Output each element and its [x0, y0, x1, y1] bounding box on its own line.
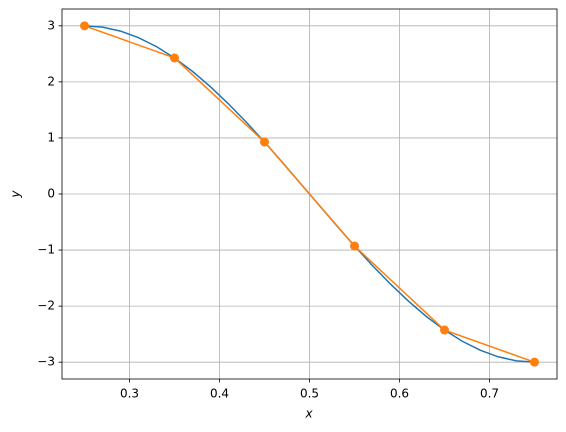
y-axis-label: y [9, 190, 23, 199]
marker [440, 325, 449, 335]
y-tick-label: 2 [47, 74, 55, 88]
marker [530, 357, 539, 367]
y-tick-label: 3 [47, 18, 55, 32]
marker [170, 53, 179, 63]
plot-frame [61, 8, 558, 380]
x-axis-label: x [304, 407, 313, 421]
x-tick-label: 0.6 [390, 387, 409, 401]
x-tick-label: 0.3 [120, 387, 139, 401]
x-tick-label: 0.5 [300, 387, 319, 401]
y-tick-label: −2 [37, 299, 55, 313]
x-tick-label: 0.7 [480, 387, 499, 401]
marker [350, 241, 359, 251]
y-tick-label: −3 [37, 355, 55, 369]
marker [80, 21, 89, 31]
y-tick-label: −1 [37, 243, 55, 257]
y-tick-label: 0 [47, 187, 55, 201]
line [84, 25, 535, 363]
y-tick-label: 1 [47, 130, 55, 144]
marker [260, 137, 269, 147]
x-tick-label: 0.4 [210, 387, 229, 401]
